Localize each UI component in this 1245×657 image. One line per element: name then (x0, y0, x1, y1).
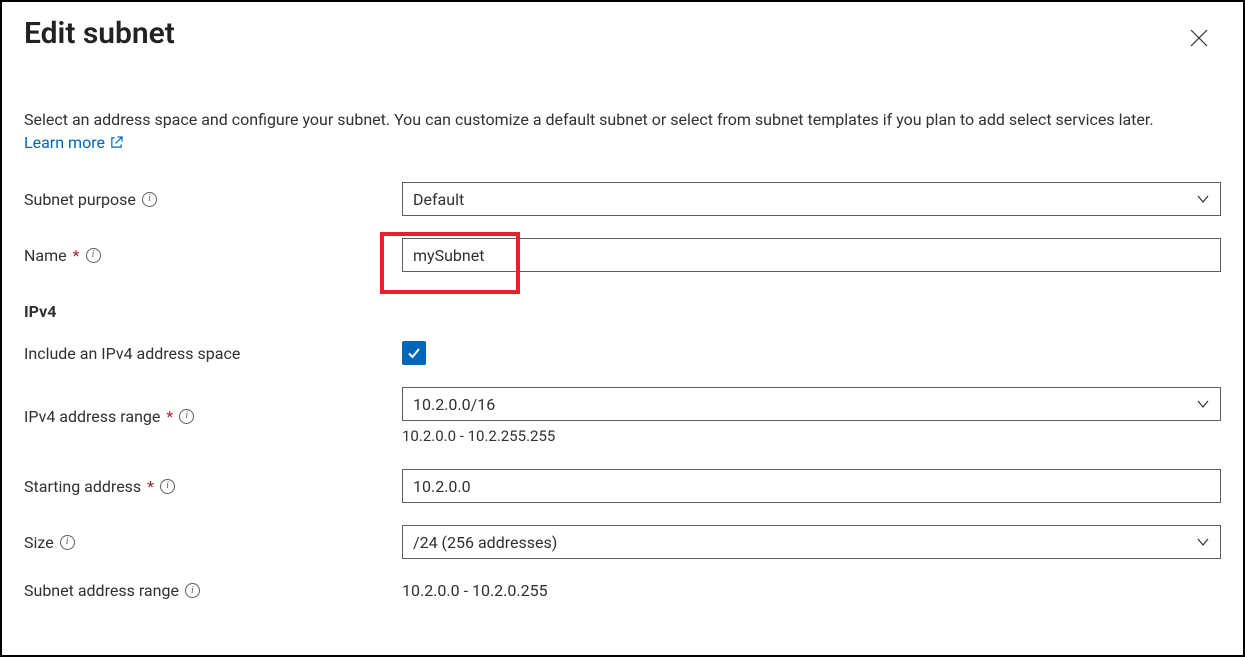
subnet-purpose-control: Default (402, 182, 1221, 216)
subnet-purpose-label-col: Subnet purpose i (24, 190, 402, 209)
subnet-purpose-value: Default (413, 190, 464, 209)
ipv4-range-label: IPv4 address range (24, 407, 160, 426)
include-ipv4-label-col: Include an IPv4 address space (24, 344, 402, 363)
panel-description: Select an address space and configure yo… (24, 108, 1221, 154)
ipv4-range-row: IPv4 address range * i 10.2.0.0/16 10.2.… (24, 387, 1221, 445)
chevron-down-icon (1196, 535, 1210, 549)
include-ipv4-checkbox[interactable] (402, 341, 426, 365)
name-label: Name (24, 246, 67, 265)
include-ipv4-label: Include an IPv4 address space (24, 344, 240, 363)
info-icon[interactable]: i (142, 192, 157, 207)
info-icon[interactable]: i (160, 479, 175, 494)
close-button[interactable] (1183, 22, 1215, 54)
size-control: /24 (256 addresses) (402, 525, 1221, 559)
starting-address-input[interactable] (402, 469, 1221, 503)
checkmark-icon (406, 345, 422, 361)
info-icon[interactable]: i (86, 248, 101, 263)
name-control (402, 238, 1221, 272)
name-row: Name * i (24, 238, 1221, 272)
size-select[interactable]: /24 (256 addresses) (402, 525, 1221, 559)
info-icon[interactable]: i (60, 535, 75, 550)
panel-title: Edit subnet (24, 16, 175, 51)
ipv4-range-helper: 10.2.0.0 - 10.2.255.255 (402, 427, 1221, 445)
learn-more-link[interactable]: Learn more (24, 131, 123, 154)
panel-header: Edit subnet (24, 12, 1221, 54)
ipv4-range-value: 10.2.0.0/16 (413, 395, 495, 414)
learn-more-label: Learn more (24, 131, 105, 154)
subnet-purpose-select[interactable]: Default (402, 182, 1221, 216)
required-indicator: * (73, 246, 80, 265)
name-input[interactable] (402, 238, 1221, 272)
subnet-address-range-label-col: Subnet address range i (24, 581, 402, 600)
subnet-address-range-row: Subnet address range i 10.2.0.0 - 10.2.0… (24, 581, 1221, 600)
subnet-purpose-row: Subnet purpose i Default (24, 182, 1221, 216)
size-label-col: Size i (24, 533, 402, 552)
subnet-address-range-label: Subnet address range (24, 581, 179, 600)
size-label: Size (24, 533, 54, 552)
required-indicator: * (147, 477, 154, 496)
starting-address-control (402, 469, 1221, 503)
description-text: Select an address space and configure yo… (24, 110, 1154, 129)
subnet-address-range-control: 10.2.0.0 - 10.2.0.255 (402, 581, 1221, 600)
name-label-col: Name * i (24, 246, 402, 265)
starting-address-label: Starting address (24, 477, 141, 496)
info-icon[interactable]: i (179, 409, 194, 424)
external-link-icon (110, 136, 123, 149)
ipv4-range-control: 10.2.0.0/16 10.2.0.0 - 10.2.255.255 (402, 387, 1221, 445)
include-ipv4-row: Include an IPv4 address space (24, 341, 1221, 365)
subnet-purpose-label: Subnet purpose (24, 190, 136, 209)
ipv4-range-label-col: IPv4 address range * i (24, 407, 402, 426)
ipv4-range-select[interactable]: 10.2.0.0/16 (402, 387, 1221, 421)
size-value: /24 (256 addresses) (413, 533, 557, 552)
close-icon (1190, 29, 1208, 47)
size-row: Size i /24 (256 addresses) (24, 525, 1221, 559)
include-ipv4-control (402, 341, 1221, 365)
chevron-down-icon (1196, 397, 1210, 411)
info-icon[interactable]: i (185, 583, 200, 598)
starting-address-label-col: Starting address * i (24, 477, 402, 496)
subnet-address-range-value: 10.2.0.0 - 10.2.0.255 (402, 581, 548, 600)
starting-address-row: Starting address * i (24, 469, 1221, 503)
chevron-down-icon (1196, 192, 1210, 206)
ipv4-section-heading: IPv4 (24, 302, 1221, 321)
required-indicator: * (166, 407, 173, 426)
edit-subnet-panel: Edit subnet Select an address space and … (0, 0, 1245, 657)
